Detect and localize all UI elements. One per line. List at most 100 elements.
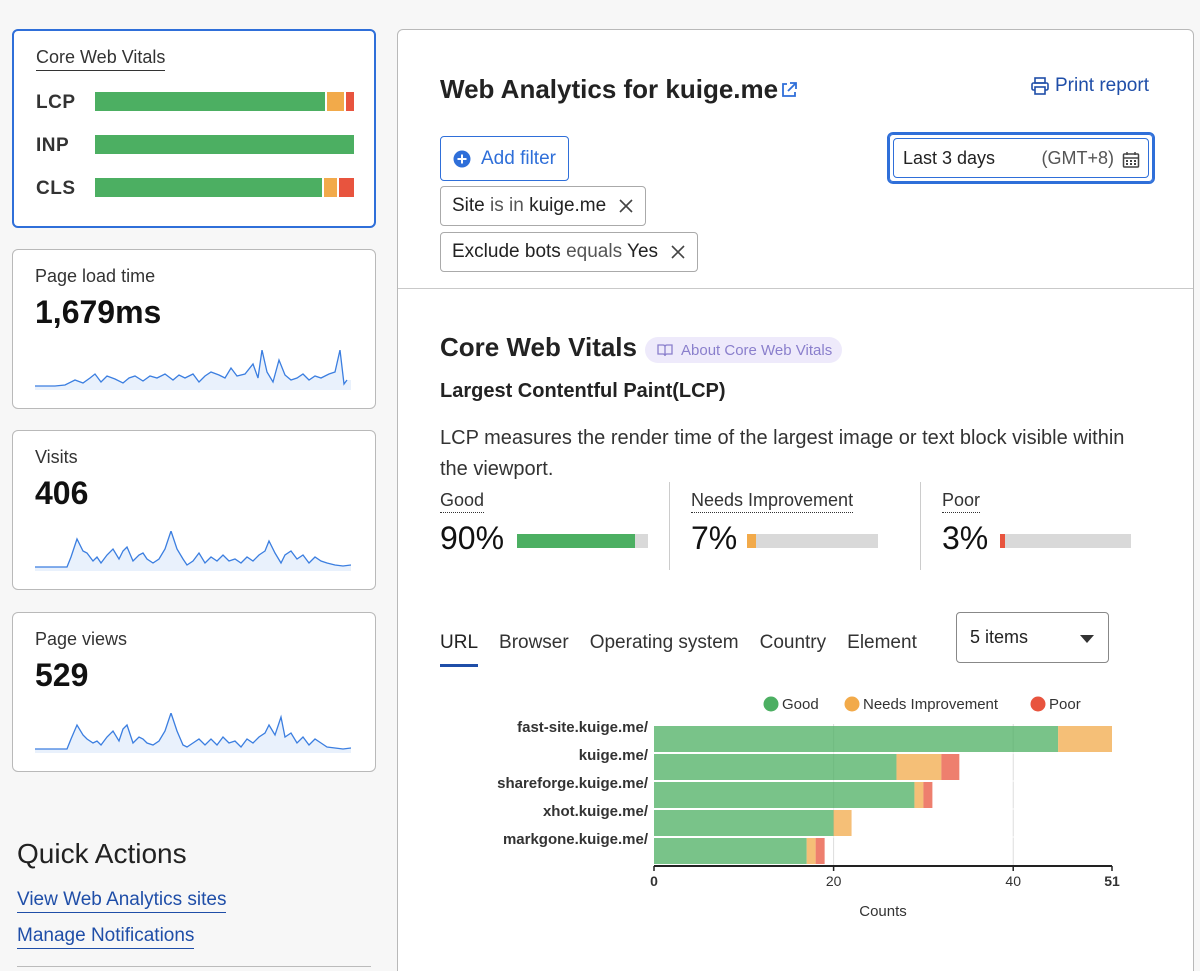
tab-url[interactable]: URL [440,632,479,667]
cwv-row-inp: INP [36,135,356,157]
about-cwv-label: About Core Web Vitals [681,341,833,359]
needs-improvement-segment [326,92,345,111]
bar-poor [941,754,960,780]
dist-fill [747,534,757,548]
dist-fill [517,534,635,548]
external-link-icon[interactable] [780,81,798,99]
dist-value: 7% [691,520,738,556]
metric-card-visits[interactable]: Visits 406 [12,430,376,590]
metric-card-page-load-time[interactable]: Page load time 1,679ms [12,249,376,409]
x-axis-label: Counts [859,903,907,920]
y-tick-label: shareforge.kuige.me/ [497,775,649,792]
x-tick-label: 0 [650,873,658,889]
divider [920,482,921,570]
legend-swatch [844,696,860,712]
printer-icon [1031,77,1049,95]
filter-chip-exclude-bots[interactable]: Exclude bots equals Yes [440,232,699,272]
manage-notifications-link[interactable]: Manage Notifications [17,925,195,949]
cwv-row-bar [95,178,354,197]
legend-label: Good [782,696,819,713]
tab-element[interactable]: Element [847,632,917,653]
bar-poor [815,838,825,864]
date-range-picker[interactable]: Last 3 days (GMT+8) [887,132,1155,184]
metric-title: Page load time [35,266,156,286]
items-count-select[interactable]: 5 items [956,612,1109,663]
sparkline [35,350,351,390]
cwv-row-label: INP [36,135,70,156]
bar-needs-improvement [896,754,942,780]
metric-title: Visits [35,447,78,467]
print-report-button[interactable]: Print report [1031,75,1149,97]
lcp-by-url-chart: fast-site.kuige.me/kuige.me/shareforge.k… [497,696,1120,920]
bar-poor [923,782,933,808]
filter-chip-text: Site is in kuige.me [452,195,607,216]
poor-segment [346,92,354,111]
print-report-label: Print report [1055,75,1149,96]
date-range-value: Last 3 days [903,147,996,168]
cwv-row-cls: CLS [36,178,356,200]
dist-needs-improvement: Needs Improvement 7% [691,490,921,570]
dist-fill [1000,534,1006,548]
metric-description: LCP measures the render time of the larg… [440,427,1125,480]
items-count-value: 5 items [970,627,1029,647]
plus-circle-icon [453,150,471,167]
dist-track [747,534,878,548]
about-cwv-link[interactable]: About Core Web Vitals [645,337,843,363]
filter-chip-site[interactable]: Site is in kuige.me [440,186,647,226]
add-filter-button[interactable]: Add filter [440,136,569,181]
legend-label: Needs Improvement [863,696,999,713]
bar-good [654,838,807,864]
bar-needs-improvement [806,838,816,864]
cwv-row-bar [95,92,354,111]
bar-needs-improvement [1058,726,1112,752]
y-tick-label: xhot.kuige.me/ [543,803,649,820]
metric-card-page-views[interactable]: Page views 529 [12,612,376,772]
metric-value: 529 [35,657,89,693]
metric-subtitle: Largest Contentful Paint(LCP) [440,380,726,402]
bar-needs-improvement [833,810,852,836]
bar-good [654,782,915,808]
close-icon[interactable] [670,244,686,260]
good-segment [95,92,325,111]
x-tick-label: 40 [1005,873,1021,889]
dist-label: Good [440,490,485,513]
close-icon[interactable] [618,198,634,214]
dimension-tabs: URL Browser Operating system Country Ele… [440,632,917,667]
metric-title: Page views [35,629,128,649]
dist-label: Needs Improvement [691,490,854,513]
sparkline [35,531,351,571]
page-title: Web Analytics for kuige.me [440,74,779,104]
good-segment [95,178,322,197]
x-tick-label: 51 [1104,873,1120,889]
y-tick-label: fast-site.kuige.me/ [517,719,649,736]
main-panel: Web Analytics for kuige.me Print report … [397,29,1194,971]
tab-country[interactable]: Country [759,632,827,653]
x-tick-label: 20 [826,873,842,889]
legend-swatch [763,696,779,712]
bar-needs-improvement [914,782,924,808]
book-icon [657,344,673,357]
y-tick-label: markgone.kuige.me/ [503,831,649,848]
quick-actions-title: Quick Actions [17,838,187,869]
y-tick-label: kuige.me/ [579,747,649,764]
timezone-label: (GMT+8) [1041,147,1114,168]
divider [398,288,1193,289]
needs-improvement-segment [323,178,337,197]
cwv-card-title: Core Web Vitals [36,47,166,71]
dist-value: 90% [440,520,505,556]
calendar-icon [1122,152,1140,168]
tab-browser[interactable]: Browser [499,632,569,653]
metric-value: 406 [35,475,89,511]
bar-good [654,810,834,836]
view-sites-link[interactable]: View Web Analytics sites [17,889,227,913]
metric-value: 1,679ms [35,294,162,330]
dist-track [1000,534,1131,548]
cwv-row-label: CLS [36,178,76,199]
tab-operating-system[interactable]: Operating system [589,632,739,653]
cwv-summary-card[interactable]: Core Web Vitals LCP INP CLS [12,29,376,228]
cwv-row-label: LCP [36,92,76,113]
section-title: Core Web Vitals [440,332,637,362]
legend-label: Poor [1049,696,1081,713]
dist-good: Good 90% [440,490,670,570]
dist-label: Poor [942,490,981,513]
